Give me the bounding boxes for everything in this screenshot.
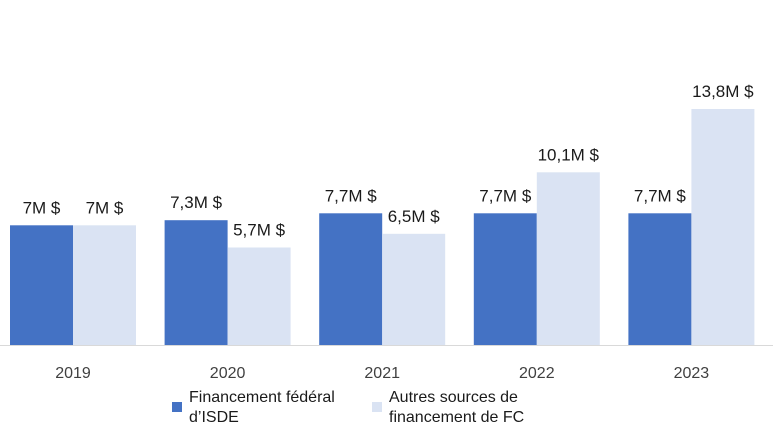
bar-federal-2022 — [473, 213, 537, 345]
data-label-federal-2023: 7,7M $ — [634, 186, 687, 205]
data-label-other-sources-2023: 13,8M $ — [692, 82, 754, 101]
bar-other-sources-2021 — [382, 233, 446, 345]
data-label-federal-2021: 7,7M $ — [325, 186, 378, 205]
bar-other-sources-2023 — [691, 109, 755, 345]
bar-federal-2021 — [319, 213, 383, 345]
bar-federal-2019 — [10, 225, 73, 345]
x-tick-label-2023: 2023 — [674, 365, 710, 382]
bar-federal-2023 — [628, 213, 692, 345]
x-tick-label-2020: 2020 — [210, 365, 246, 382]
legend-swatch-other-sources — [372, 402, 382, 412]
legend-item-other-sources: Autres sources de financement de FC — [372, 388, 549, 428]
legend-swatch-federal — [172, 402, 182, 412]
x-tick-label-2021: 2021 — [364, 365, 400, 382]
data-label-other-sources-2020: 5,7M $ — [233, 221, 286, 240]
legend-label-federal: Financement fédéral d’ISDE — [189, 389, 335, 426]
legend-label-other-sources: Autres sources de financement de FC — [389, 389, 525, 426]
data-label-federal-2019: 7M $ — [23, 198, 61, 217]
bar-other-sources-2022 — [536, 172, 600, 345]
bar-other-sources-2019 — [73, 225, 136, 345]
bar-federal-2020 — [164, 220, 228, 345]
data-label-other-sources-2021: 6,5M $ — [388, 207, 441, 226]
data-label-other-sources-2019: 7M $ — [86, 198, 124, 217]
bar-other-sources-2020 — [227, 247, 291, 345]
legend-item-federal: Financement fédéral d’ISDE — [172, 388, 372, 428]
legend: Financement fédéral d’ISDE Autres source… — [172, 388, 549, 428]
data-label-federal-2022: 7,7M $ — [479, 186, 532, 205]
x-tick-label-2022: 2022 — [519, 365, 555, 382]
x-tick-label-2019: 2019 — [55, 365, 91, 382]
data-label-other-sources-2022: 10,1M $ — [538, 145, 600, 164]
data-label-federal-2020: 7,3M $ — [170, 193, 223, 212]
